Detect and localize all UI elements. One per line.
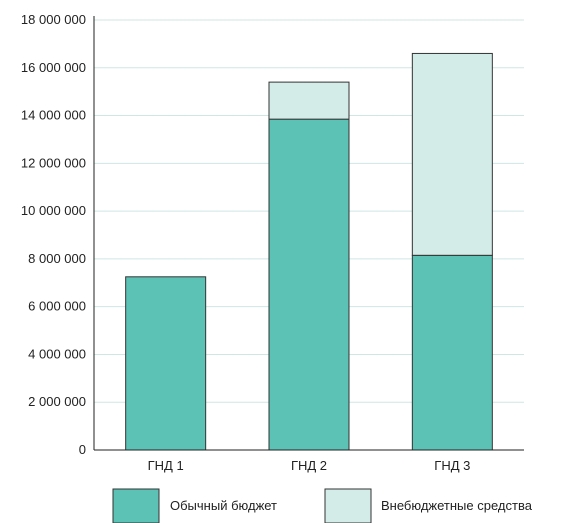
legend: Обычный бюджет Внебюджетные средства xyxy=(112,488,533,523)
y-tick-label: 6 000 000 xyxy=(28,299,86,314)
y-tick-label: 0 xyxy=(79,442,86,457)
legend-swatch xyxy=(324,488,372,523)
bar-segment-regular-budget xyxy=(125,276,207,451)
bar-segment-regular-budget xyxy=(411,254,493,451)
bar-segment-regular-budget xyxy=(268,118,350,451)
x-tick-label: ГНД 2 xyxy=(291,458,327,473)
y-tick-label: 2 000 000 xyxy=(28,394,86,409)
legend-swatch xyxy=(112,488,160,523)
y-tick-label: 4 000 000 xyxy=(28,346,86,361)
x-tick-label: ГНД 1 xyxy=(148,458,184,473)
x-tick-labels: ГНД 1 ГНД 2 ГНД 3 xyxy=(148,458,471,473)
bar-segment-extrabudgetary xyxy=(268,81,350,120)
y-tick-label: 10 000 000 xyxy=(21,203,86,218)
bar-segment-extrabudgetary xyxy=(411,52,493,256)
legend-label: Внебюджетные средства xyxy=(381,498,533,513)
bars xyxy=(125,52,493,451)
y-tick-label: 18 000 000 xyxy=(21,12,86,27)
y-tick-label: 8 000 000 xyxy=(28,251,86,266)
y-tick-label: 12 000 000 xyxy=(21,155,86,170)
y-tick-label: 16 000 000 xyxy=(21,60,86,75)
y-tick-labels: 0 2 000 000 4 000 000 6 000 000 8 000 000 10 … xyxy=(21,12,86,457)
x-tick-label: ГНД 3 xyxy=(434,458,470,473)
y-tick-label: 14 000 000 xyxy=(21,108,86,123)
legend-label: Обычный бюджет xyxy=(170,498,277,513)
axes xyxy=(93,16,524,451)
